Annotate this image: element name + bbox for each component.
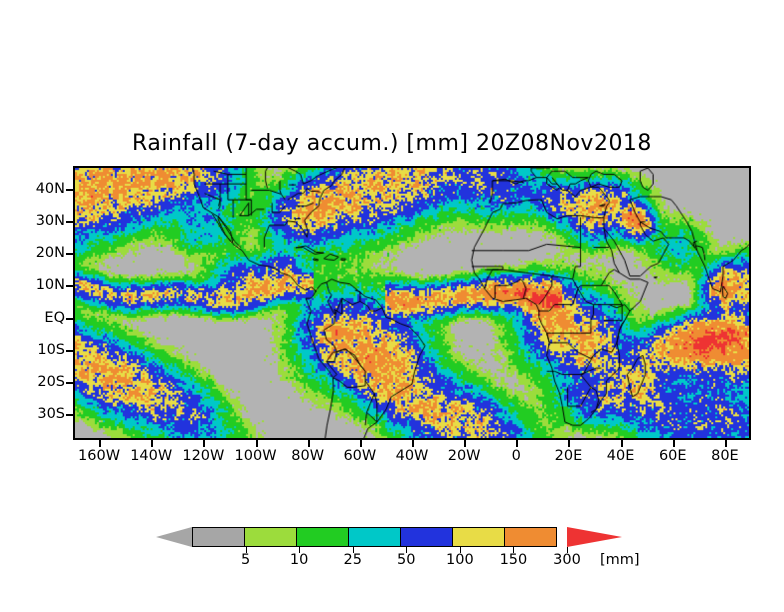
- x-axis-tick: [620, 440, 623, 447]
- y-axis-tick-label: 30S: [37, 406, 65, 423]
- x-axis-tick-label: 120W: [182, 448, 225, 464]
- y-axis-tick: [66, 253, 73, 256]
- x-axis-tick-label: 80W: [291, 448, 325, 464]
- colorbar-tick: [459, 547, 461, 553]
- colorbar-extend-left-icon: [156, 527, 192, 547]
- x-axis-tick-label: 60E: [658, 448, 687, 464]
- x-axis-tick-label: 20W: [447, 448, 481, 464]
- y-axis-tick: [66, 220, 73, 223]
- colorbar-tick-label: 5: [240, 552, 251, 568]
- y-axis-tick-label: 30N: [35, 212, 65, 229]
- colorbar-segment: [451, 527, 506, 547]
- y-axis-tick-label: EQ: [44, 309, 65, 326]
- x-axis-tick-label: 140W: [130, 448, 173, 464]
- y-axis-tick-label: 10S: [37, 341, 65, 358]
- x-axis-tick: [412, 440, 414, 447]
- y-axis-tick-label: 20S: [37, 373, 65, 390]
- colorbar-tick: [245, 547, 247, 553]
- colorbar-units-label: [mm]: [600, 552, 640, 568]
- x-axis-tick: [307, 440, 310, 447]
- colorbar-segment: [347, 527, 402, 547]
- colorbar-segments: [192, 527, 567, 547]
- colorbar-tick-label: 100: [446, 552, 474, 568]
- colorbar-tick: [406, 547, 408, 553]
- y-axis-tick: [66, 381, 73, 384]
- colorbar-tick: [299, 547, 301, 553]
- colorbar-tick-label: 10: [289, 552, 309, 568]
- colorbar-tick-label: 25: [343, 552, 362, 568]
- colorbar-segment: [399, 527, 454, 547]
- colorbar-extend-right-icon: [567, 527, 622, 547]
- y-axis-tick-label: 40N: [35, 180, 65, 197]
- colorbar-tick: [513, 547, 515, 553]
- rainfall-raster: [75, 168, 749, 438]
- colorbar: 5 10 25 50 100 150 300 [mm]: [0, 520, 784, 580]
- x-axis-tick-label: 40E: [606, 448, 635, 464]
- x-axis-tick: [568, 440, 571, 447]
- map-plot-area: [73, 166, 751, 440]
- colorbar-segment: [192, 527, 246, 547]
- x-axis-tick-label: 100W: [234, 448, 277, 464]
- x-axis-tick-label: 40W: [395, 448, 429, 464]
- y-axis-tick: [66, 349, 73, 352]
- y-axis-tick-label: 20N: [35, 245, 65, 262]
- x-axis-tick-label: 160W: [78, 448, 121, 464]
- x-axis-tick: [359, 440, 362, 447]
- x-axis-tick-label: 60W: [343, 448, 377, 464]
- colorbar-tick: [352, 547, 354, 553]
- y-axis-tick: [66, 414, 73, 417]
- y-axis-tick: [66, 317, 73, 320]
- colorbar-tick-label: 150: [499, 552, 528, 568]
- y-axis-tick: [66, 188, 73, 191]
- colorbar-segment: [243, 527, 298, 547]
- y-axis-tick-label: 10N: [35, 277, 65, 294]
- x-axis-tick: [203, 440, 206, 447]
- x-axis-tick: [99, 440, 102, 447]
- x-axis-tick-label: 20E: [554, 448, 583, 464]
- x-axis-tick: [464, 440, 467, 447]
- x-axis-tick-label: 80E: [711, 448, 739, 464]
- x-axis-tick: [516, 440, 519, 447]
- page-title: Rainfall (7-day accum.) [mm] 20Z08Nov201…: [132, 131, 652, 156]
- x-axis-tick: [255, 440, 258, 447]
- x-axis-tick: [151, 440, 154, 447]
- colorbar-tick: [567, 547, 568, 553]
- colorbar-tick-label: 300: [553, 552, 581, 568]
- x-axis-tick: [724, 440, 727, 447]
- x-axis-tick-label: 0: [511, 448, 521, 464]
- colorbar-segment: [503, 527, 558, 547]
- colorbar-tick-label: 50: [397, 552, 416, 568]
- colorbar-segment: [295, 527, 350, 547]
- y-axis-tick: [66, 285, 73, 288]
- x-axis-tick: [672, 440, 675, 447]
